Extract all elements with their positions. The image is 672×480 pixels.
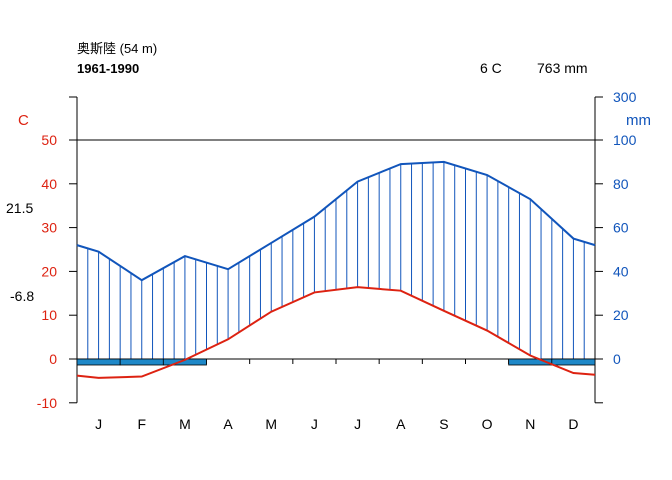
precipitation-hatching (76, 161, 596, 359)
series-lines (76, 160, 596, 379)
month-label: F (137, 416, 146, 432)
precip-top-tick-label: 300 (613, 89, 637, 105)
temp-tick-label: 50 (41, 132, 57, 148)
month-label: J (354, 416, 361, 432)
month-label: A (396, 416, 406, 432)
month-label: A (223, 416, 233, 432)
month-label: M (179, 416, 191, 432)
precip-tick-label: 40 (613, 263, 629, 279)
mean-min-coldest: -6.8 (10, 288, 34, 304)
month-label: D (568, 416, 578, 432)
temp-tick-label: 30 (41, 220, 57, 236)
frost-bar (551, 358, 596, 366)
month-label: J (95, 416, 102, 432)
precipitation-line (76, 160, 596, 282)
frost-bar (119, 358, 164, 366)
temp-tick-label: 10 (41, 307, 57, 323)
month-label: S (439, 416, 448, 432)
frost-bars (76, 358, 596, 366)
temp-unit-label: C (18, 112, 29, 129)
month-label: N (525, 416, 535, 432)
precip-tick-label: 0 (613, 351, 621, 367)
temp-tick-label: 40 (41, 176, 57, 192)
temp-tick-label: -10 (37, 395, 57, 411)
annual-precipitation: 763 mm (537, 60, 588, 76)
mean-max-warmest: 21.5 (6, 200, 33, 216)
month-label: M (265, 416, 277, 432)
precip-tick-label: 60 (613, 220, 629, 236)
annual-temperature: 6 C (480, 60, 502, 76)
precip-tick-label: 20 (613, 307, 629, 323)
temp-tick-label: 0 (49, 351, 57, 367)
station-title: 奥斯陸 (54 m) (77, 41, 157, 56)
temperature-line (76, 286, 596, 379)
month-label: J (311, 416, 318, 432)
month-label: O (482, 416, 493, 432)
axis-labels: -10 0 10 20 30 40 50 0 20 40 60 80 100 300 J F M A M J J A S O N… (37, 89, 637, 432)
precip-tick-label: 100 (613, 132, 637, 148)
precip-unit-label: mm (626, 112, 651, 129)
precip-tick-label: 80 (613, 176, 629, 192)
frost-bar (76, 358, 121, 366)
temp-tick-label: 20 (41, 263, 57, 279)
period-label: 1961-1990 (77, 61, 139, 76)
